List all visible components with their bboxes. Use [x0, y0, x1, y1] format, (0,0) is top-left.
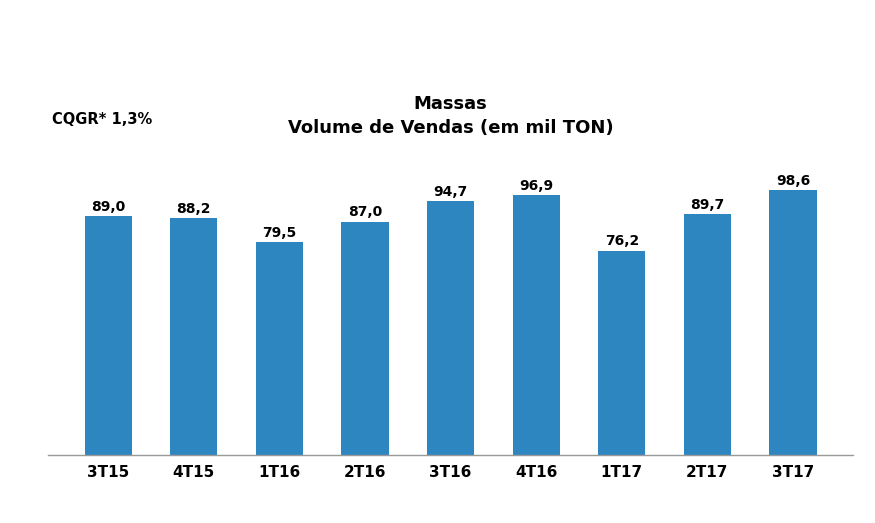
Text: CQGR* 1,3%: CQGR* 1,3% [52, 112, 153, 128]
Bar [598, 251, 646, 455]
Text: 96,9: 96,9 [519, 179, 553, 193]
Bar [341, 222, 388, 455]
Bar [427, 201, 474, 455]
Title: Massas
Volume de Vendas (em mil TON): Massas Volume de Vendas (em mil TON) [288, 95, 613, 137]
Bar [171, 218, 217, 455]
Text: 94,7: 94,7 [433, 185, 468, 199]
Text: 79,5: 79,5 [262, 225, 297, 240]
Text: 98,6: 98,6 [776, 174, 810, 188]
Text: 88,2: 88,2 [177, 202, 211, 216]
Bar [513, 195, 560, 455]
Bar [85, 216, 132, 455]
Bar [769, 190, 816, 455]
Text: 89,7: 89,7 [690, 198, 724, 212]
Bar [255, 242, 303, 455]
Bar [684, 214, 731, 455]
Text: 87,0: 87,0 [348, 206, 382, 220]
Text: 89,0: 89,0 [91, 200, 125, 214]
Text: 76,2: 76,2 [605, 234, 639, 248]
